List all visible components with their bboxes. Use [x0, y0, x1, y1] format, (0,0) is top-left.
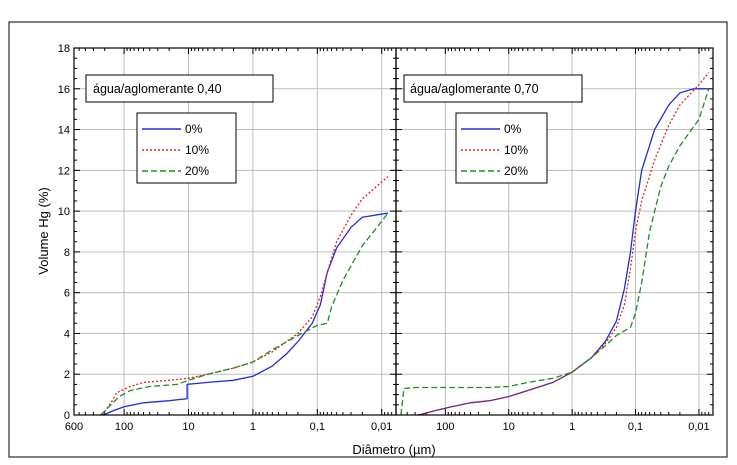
legend-box [455, 112, 548, 184]
legend: 0% 10% 20% [136, 112, 237, 184]
y-tick-label: 4 [64, 328, 70, 340]
series-line-10pct [101, 176, 389, 416]
series-line-20pct [400, 88, 710, 416]
x-tick-label: 0,01 [371, 421, 392, 433]
x-tick-label: 100 [115, 421, 133, 433]
x-tick-label: 1 [569, 421, 575, 433]
x-tick-label: 100 [436, 421, 454, 433]
x-tick-label: 0,1 [310, 421, 325, 433]
x-tick-label: 1 [250, 421, 256, 433]
y-tick-label: 18 [58, 43, 70, 55]
y-tick-label: 10 [58, 206, 70, 218]
series-line-0pct [103, 212, 389, 416]
x-tick-label: 10 [182, 421, 194, 433]
series-line-10pct [417, 72, 710, 416]
panel-2: 100 10 1 0,1 0,01 água/aglomerante 0,70 0% 10% 2… [395, 47, 714, 433]
x-tick-label: 0,01 [688, 421, 709, 433]
x-tick-label: 10 [503, 421, 515, 433]
y-tick-label: 0 [64, 410, 70, 422]
legend-label: 0% [504, 122, 522, 136]
legend-label: 20% [185, 164, 209, 178]
legend-label: 10% [504, 143, 528, 157]
legend-label: 20% [504, 164, 528, 178]
legend: 0% 10% 20% [455, 112, 548, 184]
y-axis-title: Volume Hg (%) [36, 187, 51, 274]
x-tick-label: 0,1 [628, 421, 643, 433]
panel-1: 600 100 10 1 0,1 0,01 água/aglomerante 0,40 0% 1… [65, 47, 397, 433]
y-tick-label: 12 [58, 165, 70, 177]
x-axis-title: Diâmetro (µm) [352, 442, 435, 457]
y-tick-label: 8 [64, 247, 70, 259]
annotation-box [403, 74, 583, 103]
annotation-text: água/aglomerante 0,40 [93, 82, 222, 96]
y-tick-label: 16 [58, 84, 70, 96]
y-tick-label: 2 [64, 369, 70, 381]
panel-frame [395, 47, 714, 416]
annotation-text: água/aglomerante 0,70 [410, 82, 539, 96]
x-tick-label: 600 [65, 421, 83, 433]
series-line-20pct [100, 212, 389, 416]
legend-label: 10% [185, 143, 209, 157]
legend-label: 0% [185, 122, 203, 136]
y-tick-label: 6 [64, 288, 70, 300]
y-tick-label: 14 [58, 125, 70, 137]
annotation-box [85, 74, 274, 103]
